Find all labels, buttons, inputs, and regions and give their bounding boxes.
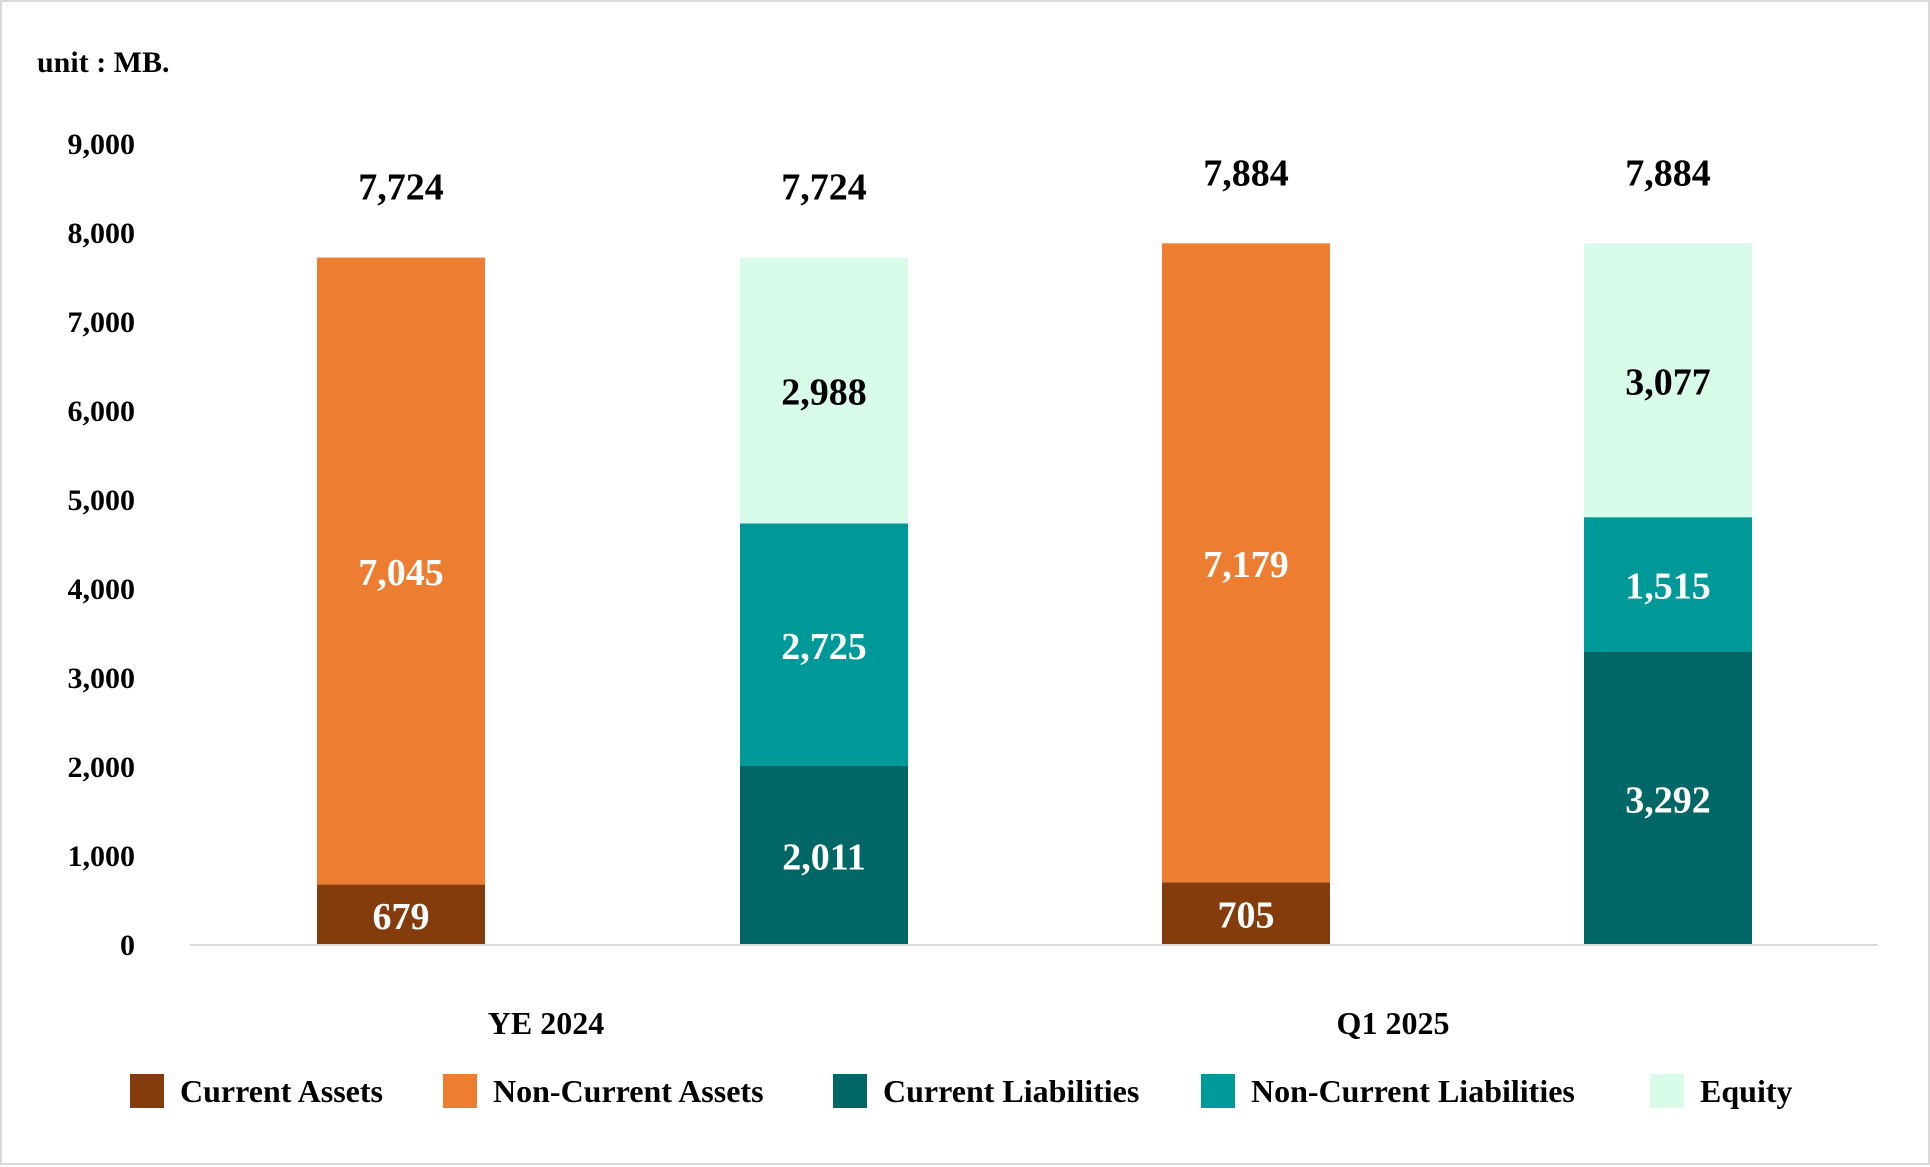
legend-label: Current Assets	[180, 1073, 383, 1109]
bar-segment	[317, 884, 485, 945]
legend-label: Non-Current Liabilities	[1251, 1073, 1575, 1109]
segment-value-label: 679	[373, 896, 430, 938]
legend-swatch	[833, 1074, 867, 1108]
segment-value-label: 1,515	[1625, 566, 1711, 608]
total-value-label: 7,884	[1203, 152, 1289, 194]
bar-segment	[1162, 882, 1330, 945]
segment-value-label: 2,011	[782, 837, 865, 879]
segment-value-label: 2,988	[781, 372, 867, 414]
legend-item: Equity	[1650, 1073, 1792, 1109]
legend-swatch	[443, 1074, 477, 1108]
legend-item: Non-Current Liabilities	[1201, 1073, 1575, 1109]
bar-segment	[1584, 243, 1752, 518]
total-value-label: 7,724	[781, 167, 867, 209]
bar-segment	[1584, 517, 1752, 653]
x-category-label: Q1 2025	[1337, 1005, 1450, 1041]
bar-segment	[740, 523, 908, 767]
x-category-label: YE 2024	[488, 1005, 604, 1041]
bar-stack: 705 7,179 7,884	[1162, 152, 1330, 945]
segment-value-label: 2,725	[781, 626, 867, 668]
bar-stack: 3,292 1,515 3,077 7,884	[1584, 152, 1752, 945]
y-tick-label: 5,000	[68, 484, 136, 517]
segment-value-label: 3,292	[1625, 780, 1711, 822]
y-tick-label: 7,000	[68, 306, 136, 339]
legend-item: Non-Current Assets	[443, 1073, 764, 1109]
segment-value-label: 7,179	[1203, 544, 1289, 586]
bar-segment	[1162, 243, 1330, 883]
total-value-label: 7,884	[1625, 152, 1711, 194]
bar-stack: 2,011 2,725 2,988 7,724	[740, 167, 908, 945]
bar-segment	[740, 766, 908, 945]
y-axis: 0 1,000 2,000 3,000 4,000 5,000 6,000 7,000 8,00…	[68, 128, 136, 962]
y-tick-label: 0	[120, 929, 135, 962]
bar-segment	[740, 257, 908, 524]
legend-label: Equity	[1700, 1073, 1792, 1109]
bar-segment	[317, 257, 485, 885]
total-value-label: 7,724	[358, 167, 444, 209]
legend-item: Current Assets	[130, 1073, 383, 1109]
unit-label: unit : MB.	[37, 46, 170, 79]
segment-value-label: 7,045	[358, 552, 444, 594]
legend-item: Current Liabilities	[833, 1073, 1139, 1109]
x-axis: YE 2024 Q1 2025	[488, 1005, 1450, 1041]
y-tick-label: 4,000	[68, 573, 136, 606]
segment-value-label: 3,077	[1625, 361, 1711, 403]
segment-value-label: 705	[1218, 895, 1275, 937]
bars: 679 7,045 7,724 2,011 2,725 2,988 7,724 705 7,17…	[317, 152, 1752, 945]
y-tick-label: 6,000	[68, 395, 136, 428]
legend-label: Current Liabilities	[883, 1073, 1139, 1109]
legend: Current Assets Non-Current Assets Current …	[130, 1073, 1792, 1109]
y-tick-label: 3,000	[68, 662, 136, 695]
y-tick-label: 1,000	[68, 840, 136, 873]
bar-stack: 679 7,045 7,724	[317, 167, 485, 945]
y-tick-label: 2,000	[68, 751, 136, 784]
legend-swatch	[1650, 1074, 1684, 1108]
y-tick-label: 9,000	[68, 128, 136, 161]
legend-swatch	[1201, 1074, 1235, 1108]
y-tick-label: 8,000	[68, 217, 136, 250]
legend-label: Non-Current Assets	[493, 1073, 764, 1109]
bar-segment	[1584, 652, 1752, 945]
legend-swatch	[130, 1074, 164, 1108]
